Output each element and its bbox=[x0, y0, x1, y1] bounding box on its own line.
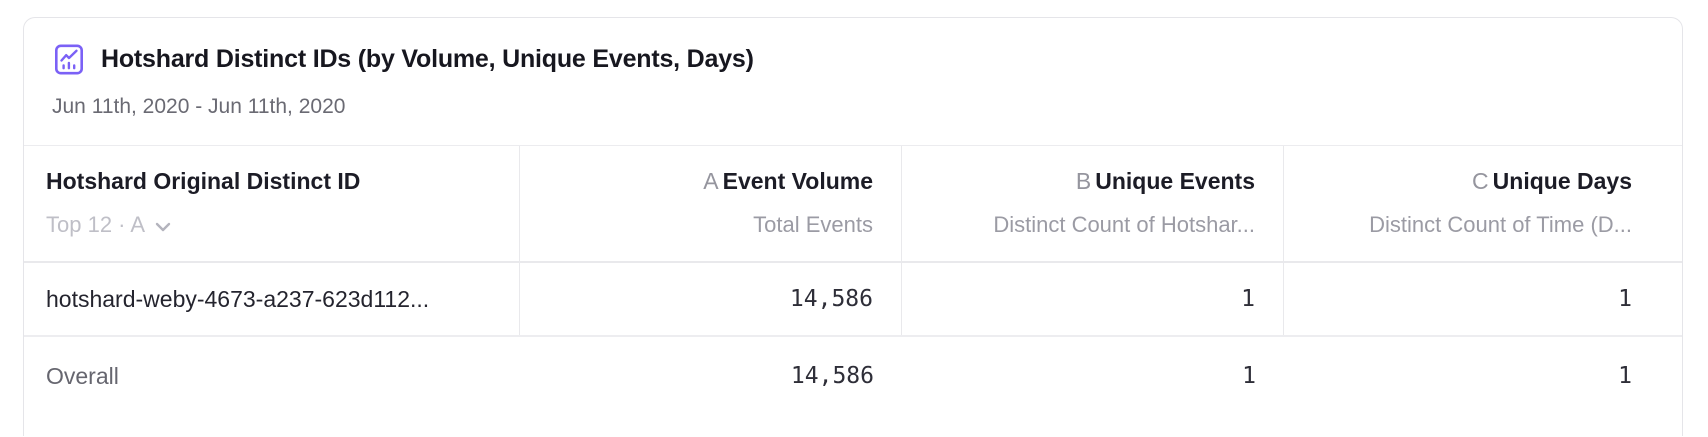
column-header-unique-days[interactable]: C Unique Days Distinct Count of Time (D..… bbox=[1284, 146, 1682, 261]
series-letter-c: C bbox=[1472, 168, 1489, 194]
report-title: Hotshard Distinct IDs (by Volume, Unique… bbox=[101, 45, 754, 73]
series-letter-b: B bbox=[1075, 168, 1092, 194]
overall-row: Overall 14,586 1 1 bbox=[24, 337, 1682, 437]
event-volume-value: 14,586 bbox=[520, 263, 902, 335]
column-label: Unique Events bbox=[1095, 168, 1255, 194]
column-header-unique-events[interactable]: B Unique Events Distinct Count of Hotshar… bbox=[902, 146, 1284, 261]
line-chart-icon bbox=[55, 44, 83, 75]
column-label: Event Volume bbox=[722, 168, 873, 194]
column-sublabel: Distinct Count of Time (D... bbox=[1369, 212, 1632, 237]
insights-report-card: Hotshard Distinct IDs (by Volume, Unique… bbox=[23, 17, 1683, 436]
table-header-row: Hotshard Original Distinct ID Top 12 · A… bbox=[24, 145, 1682, 263]
date-range: Jun 11th, 2020 - Jun 11th, 2020 bbox=[52, 95, 346, 118]
unique-days-value: 1 bbox=[1618, 286, 1632, 312]
column-sublabel: Total Events bbox=[753, 212, 873, 237]
series-letter-a: A bbox=[703, 168, 719, 194]
overall-label: Overall bbox=[46, 363, 119, 389]
report-header: Hotshard Distinct IDs (by Volume, Unique… bbox=[24, 18, 1682, 145]
overall-unique-events-value: 1 bbox=[1242, 363, 1256, 389]
column-label: Unique Days bbox=[1492, 168, 1632, 194]
column-sublabel: Distinct Count of Hotshar... bbox=[993, 212, 1255, 237]
breakdown-selector[interactable]: Top 12 · A bbox=[46, 211, 491, 239]
overall-unique-days-value: 1 bbox=[1618, 363, 1632, 389]
unique-events-value: 1 bbox=[902, 263, 1284, 335]
results-table: Hotshard Original Distinct ID Top 12 · A… bbox=[24, 145, 1682, 437]
column-header-event-volume[interactable]: A Event Volume Total Events bbox=[520, 146, 902, 261]
column-header-distinct-id[interactable]: Hotshard Original Distinct ID Top 12 · A bbox=[24, 146, 520, 261]
column-label: Hotshard Original Distinct ID bbox=[46, 168, 361, 194]
chevron-down-icon bbox=[155, 222, 171, 232]
overall-event-volume-value: 14,586 bbox=[790, 363, 874, 389]
distinct-id-value: hotshard-weby-4673-a237-623d112... bbox=[24, 263, 520, 335]
breakdown-label: Top 12 · A bbox=[46, 212, 146, 237]
table-row: hotshard-weby-4673-a237-623d112... 14,58… bbox=[24, 263, 1682, 337]
